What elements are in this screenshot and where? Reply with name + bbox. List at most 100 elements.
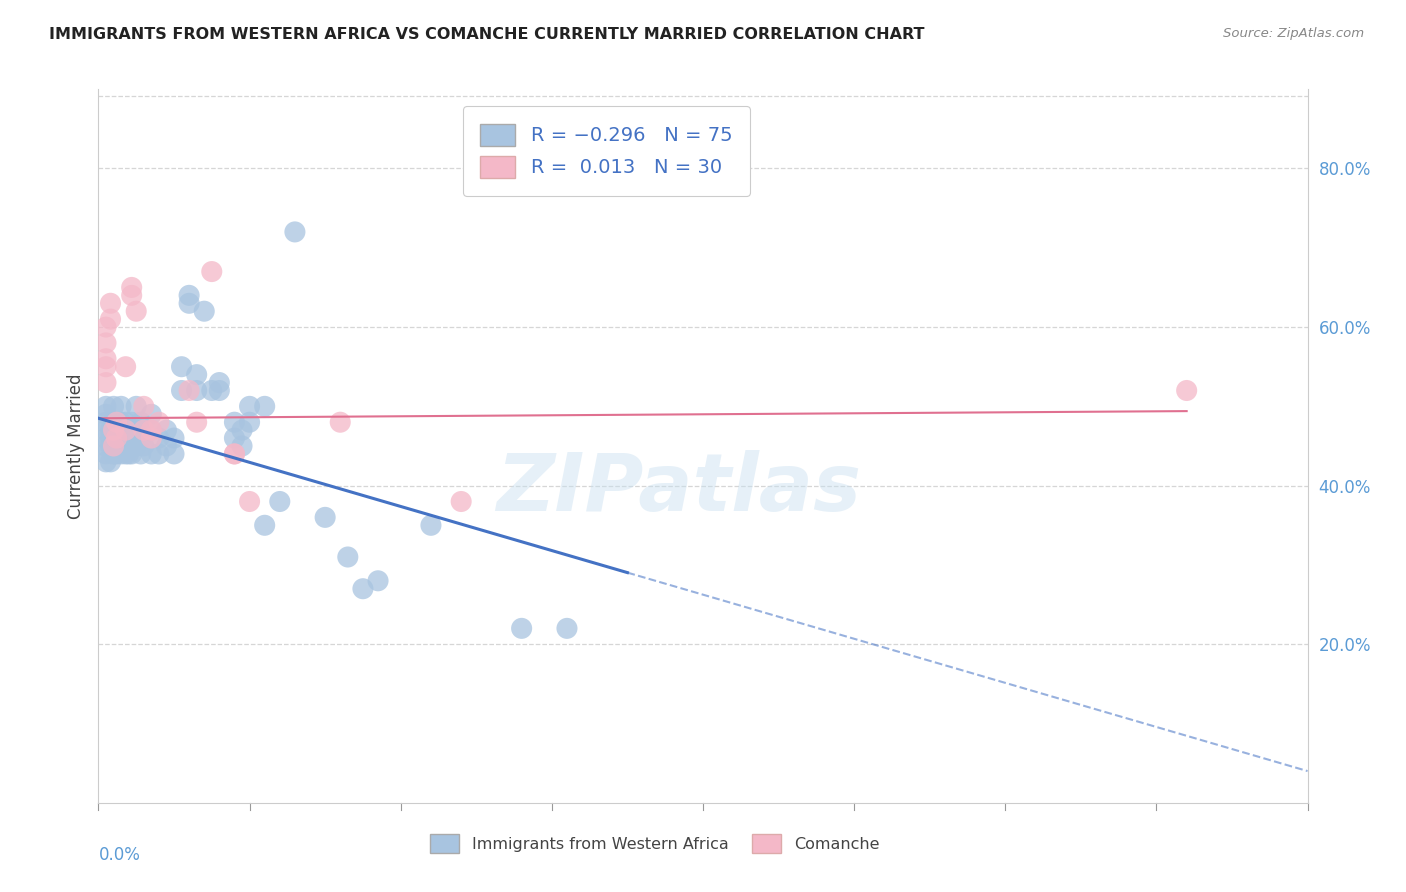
Point <box>201 264 224 278</box>
Point <box>94 407 117 421</box>
Point <box>224 431 246 445</box>
Point <box>121 288 143 302</box>
Point <box>100 296 122 310</box>
Point <box>105 431 128 445</box>
Point <box>114 359 136 374</box>
Point <box>129 431 152 445</box>
Point <box>103 415 125 429</box>
Point <box>141 423 163 437</box>
Point <box>420 518 443 533</box>
Point <box>141 447 163 461</box>
Point <box>125 439 148 453</box>
Point <box>125 400 148 414</box>
Point <box>114 423 136 437</box>
Point <box>186 415 208 429</box>
Point <box>186 368 208 382</box>
Point <box>1175 384 1198 398</box>
Point <box>114 431 136 445</box>
Point <box>114 447 136 461</box>
Point <box>208 376 231 390</box>
Point <box>352 582 374 596</box>
Point <box>179 296 201 310</box>
Point <box>103 431 125 445</box>
Point <box>239 494 262 508</box>
Point <box>100 423 122 437</box>
Point <box>100 455 122 469</box>
Text: Source: ZipAtlas.com: Source: ZipAtlas.com <box>1223 27 1364 40</box>
Point <box>231 439 253 453</box>
Point <box>329 415 352 429</box>
Point <box>201 384 224 398</box>
Point <box>94 439 117 453</box>
Point <box>141 431 163 445</box>
Point <box>118 447 141 461</box>
Point <box>100 312 122 326</box>
Point <box>125 304 148 318</box>
Text: IMMIGRANTS FROM WESTERN AFRICA VS COMANCHE CURRENTLY MARRIED CORRELATION CHART: IMMIGRANTS FROM WESTERN AFRICA VS COMANC… <box>49 27 925 42</box>
Point <box>555 621 578 635</box>
Point <box>367 574 389 588</box>
Point <box>239 415 262 429</box>
Point <box>186 384 208 398</box>
Point <box>314 510 336 524</box>
Point <box>103 447 125 461</box>
Legend: Immigrants from Western Africa, Comanche: Immigrants from Western Africa, Comanche <box>423 828 886 859</box>
Point <box>105 415 128 429</box>
Point <box>94 447 117 461</box>
Point <box>284 225 307 239</box>
Point <box>94 400 117 414</box>
Point <box>94 320 117 334</box>
Point <box>121 415 143 429</box>
Point <box>94 455 117 469</box>
Point <box>170 359 193 374</box>
Point <box>94 415 117 429</box>
Point <box>253 518 276 533</box>
Point <box>141 423 163 437</box>
Point <box>148 415 170 429</box>
Y-axis label: Currently Married: Currently Married <box>66 373 84 519</box>
Point <box>105 439 128 453</box>
Point <box>100 439 122 453</box>
Point <box>121 280 143 294</box>
Point <box>450 494 472 508</box>
Point <box>510 621 533 635</box>
Point <box>224 447 246 461</box>
Point <box>148 431 170 445</box>
Point <box>208 384 231 398</box>
Point <box>132 400 155 414</box>
Point <box>110 447 132 461</box>
Point <box>103 439 125 453</box>
Point <box>179 384 201 398</box>
Point <box>155 423 177 437</box>
Point <box>193 304 215 318</box>
Point <box>110 400 132 414</box>
Point <box>132 423 155 437</box>
Point <box>94 431 117 445</box>
Point <box>94 335 117 350</box>
Point <box>163 431 186 445</box>
Point <box>129 415 152 429</box>
Point <box>132 439 155 453</box>
Point <box>110 431 132 445</box>
Point <box>110 415 132 429</box>
Point <box>269 494 291 508</box>
Point <box>94 351 117 366</box>
Point <box>253 400 276 414</box>
Point <box>148 447 170 461</box>
Point <box>103 400 125 414</box>
Point <box>141 407 163 421</box>
Text: ZIPatlas: ZIPatlas <box>496 450 862 528</box>
Point <box>94 359 117 374</box>
Point <box>163 447 186 461</box>
Point <box>94 423 117 437</box>
Point <box>155 439 177 453</box>
Point <box>239 400 262 414</box>
Point <box>132 423 155 437</box>
Point <box>118 423 141 437</box>
Point <box>121 447 143 461</box>
Point <box>100 431 122 445</box>
Text: 0.0%: 0.0% <box>98 846 141 863</box>
Point <box>125 423 148 437</box>
Point <box>105 447 128 461</box>
Point <box>105 423 128 437</box>
